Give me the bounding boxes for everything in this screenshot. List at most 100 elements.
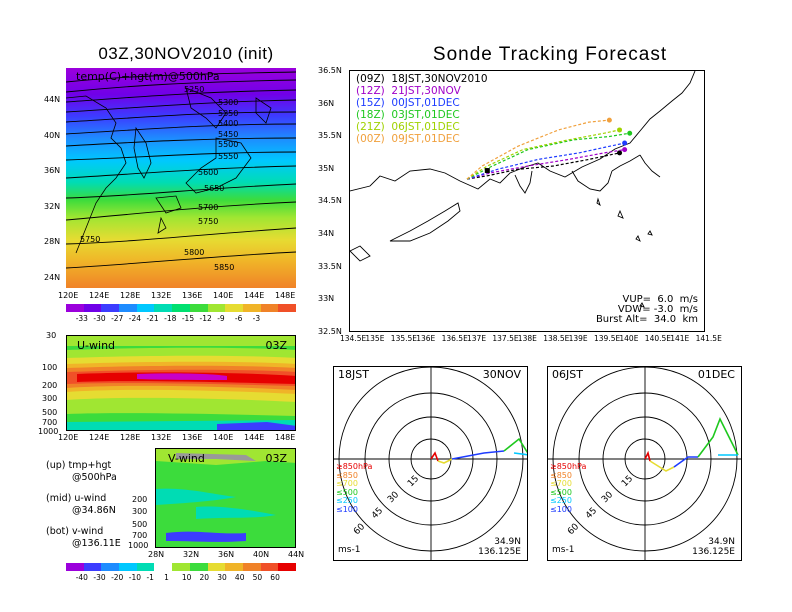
colorbar-label: -27 [111,314,124,323]
contour-label: 5600 [198,168,219,177]
vwind-svg [156,449,295,547]
hodo-trace [437,458,453,464]
hodo-trace [697,417,739,458]
map-500hpa-label: temp(C)+hgt(m)@500hPa [76,70,220,83]
colorbar-cell [207,563,226,571]
colorbar-cell [189,304,208,312]
colorbar-label: -24 [128,314,142,323]
hodo-ring-label: 30 [600,490,615,505]
track-series-line [466,142,625,180]
hodo-trace [451,450,505,460]
legend-entry: (15Z) 00JST,01DEC [356,97,460,109]
hodo-trace [673,456,698,468]
map-lat-label: 44N [44,95,61,104]
wind-colorbar [66,563,296,571]
track-end-point [627,130,633,136]
map-lon-label: 148E [275,291,296,300]
contour-label: 5350 [218,109,239,118]
colorbar-cell [207,304,226,312]
hodo-left-date: 30NOV [482,368,521,381]
param-line: VDW= -3.0 m/s [617,304,698,315]
uwind-pressure-label: 300 [42,394,58,403]
hodo-trace [430,451,439,462]
colorbar-cell [136,563,155,571]
contour-label: 5300 [218,98,239,107]
legend-entry: (18Z) 03JST,01DEC [356,109,460,121]
legend-entry: (09Z) 18JST,30NOV2010 [356,73,488,85]
colorbar-label: -20 [111,573,124,582]
tracking-lat-label: 35N [318,163,335,173]
map-lon-label: 136E [182,291,203,300]
tracking-lon-label: 139E [568,334,588,343]
tracking-title: Sonde Tracking Forecast [432,44,668,65]
uwind-lon-label: 136E [182,433,203,442]
tracking-legend: (09Z) 18JST,30NOV2010 (12Z) 21JST,30NOV (1… [356,73,488,145]
hodograph-right-panel: 15 30 45 60 06JST 01DEC 34.9N 136.125E ms-1… [547,366,742,561]
hodo-legend-entry: ≤500 [550,487,572,497]
hodo-right-loc1: 34.9N [708,537,735,547]
colorbar-label: 50 [252,573,263,582]
tracking-lon-label: 139.5E [594,334,621,343]
colorbar-cell [242,304,261,312]
vwind-lat-label: 44N [288,550,305,559]
tracking-lon-label: 135E [365,334,385,343]
colorbar-label: -12 [199,314,212,323]
uwind-time: 03Z [265,339,287,352]
hodo-legend-entry: ≤850 [336,470,358,480]
uwind-lon-label: 124E [89,433,110,442]
colorbar-label: -10 [128,573,142,582]
vwind-pressure-label: 200 [132,495,148,504]
track-end-point [622,147,628,153]
colorbar-cell [66,563,84,571]
map-lon-label: 128E [120,291,141,300]
colorbar-label: 10 [181,573,192,582]
tracking-map-panel: (09Z) 18JST,30NOV2010 (12Z) 21JST,30NOV (1… [349,70,705,332]
contour-label: 5850 [214,263,235,272]
param-line: VUP= 6.0 m/s [622,294,698,305]
colorbar-cell [189,563,208,571]
uwind-panel: U-wind 03Z [66,335,296,431]
uwind-lon-label: 148E [275,433,296,442]
uwind-label: U-wind [77,339,116,352]
map-lon-label: 120E [58,291,79,300]
launch-point [484,168,490,174]
track-end-point [606,117,612,123]
note-line: @34.86N [72,505,116,516]
colorbar-cell [172,304,190,312]
uwind-pressure-label: 1000 [38,427,59,436]
map-500hpa-svg [65,68,297,288]
colorbar-label: 60 [270,573,280,582]
colorbar-cell [119,304,137,312]
colorbar-label: -15 [181,314,195,323]
contour-label: 5450 [218,130,239,139]
tracking-lon-label: 138.5E [543,334,570,343]
colorbar-label: -21 [146,314,159,323]
uwind-pressure-label: 30 [46,331,57,340]
map-lon-label: 124E [89,291,110,300]
vwind-lat-label: 32N [183,550,200,559]
uwind-lon-label: 140E [213,433,234,442]
tracking-lon-label: 136E [416,334,436,343]
map-lon-label: 132E [151,291,172,300]
contour-label: 5800 [184,248,205,257]
tracking-lon-label: 140E [619,334,639,343]
uwind-lon-label: 120E [58,433,79,442]
colorbar-cell [242,563,261,571]
uwind-pressure-label: 500 [42,408,58,417]
colorbar-label: 30 [217,573,227,582]
hodo-right-date: 01DEC [697,368,735,381]
hodo-ring-label: 15 [406,474,421,489]
colorbar-cell [278,563,296,571]
contour-label: 5400 [218,119,239,128]
map-lon-label: 140E [213,291,234,300]
track-series-line [466,119,610,180]
contour-label: 5750 [198,217,219,226]
param-line: Burst Alt= 34.0 km [595,314,698,325]
track-series-line [466,149,625,180]
vwind-pressure-label: 1000 [128,541,149,550]
hodo-legend-entry: ≥850hPa [550,462,587,471]
tracking-lon-label: 141E [670,334,690,343]
hodo-legend-entry: ≤700 [550,479,572,488]
uwind-pressure-label: 200 [42,381,58,390]
